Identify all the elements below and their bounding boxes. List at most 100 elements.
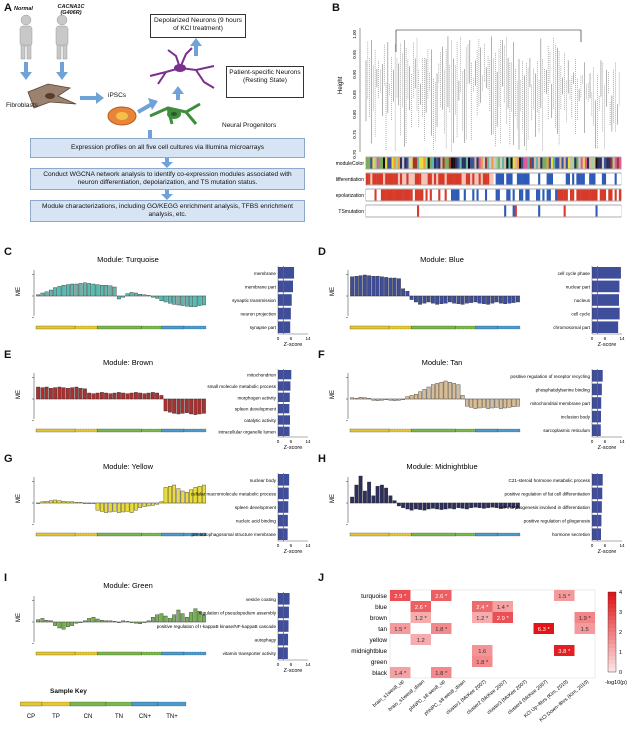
go-term-label: cell morphogenesis involved in different… (499, 505, 591, 510)
panel-label-j: J (318, 572, 325, 584)
colorbar-tick: 0 (619, 670, 622, 676)
heatmap-cell (431, 590, 452, 601)
sample-strip-segment (141, 428, 162, 433)
me-bar (180, 613, 185, 623)
me-bar (358, 275, 363, 297)
sample-strip-segment (35, 651, 76, 656)
me-bar (490, 295, 495, 304)
me-bar (193, 487, 198, 504)
heatmap-row-label: yellow (370, 637, 388, 644)
me-bar (367, 398, 372, 400)
me-ylabel: ME (16, 494, 22, 503)
me-bar (48, 500, 53, 504)
panel-b-dendrogram: Height 1.00 0.95 0.90 0.85 0.80 0.75 0.70 modu… (336, 28, 622, 218)
me-bar (371, 276, 376, 297)
heatmap-cell-label: 1.5 * (558, 594, 571, 600)
me-bar (201, 295, 206, 306)
me-bar (108, 285, 113, 297)
zscore-bar (278, 321, 291, 333)
me-bar (362, 274, 367, 297)
sample-strip-segment (141, 651, 162, 656)
sample-key-label: TN+ (166, 714, 178, 720)
me-bar (189, 612, 194, 623)
me-bar (418, 295, 423, 305)
heatmap-row-label: turquoise (361, 593, 387, 600)
me-bar (197, 486, 202, 504)
me-bar (180, 490, 185, 504)
me-bar (172, 295, 177, 305)
me-ylabel: ME (330, 287, 336, 296)
patient-neurons-box: Patient-specific Neurons (Resting State) (226, 66, 304, 98)
me-bar (388, 277, 393, 297)
me-bar (61, 621, 66, 630)
go-term-label: spleen development (235, 407, 277, 412)
me-bar (422, 389, 427, 400)
zscore-bar (592, 514, 602, 527)
sample-strip-segment (74, 428, 98, 433)
module-title: Module: Turquoise (97, 255, 159, 264)
sample-strip-segment (411, 428, 456, 433)
me-bar (57, 500, 62, 504)
heatmap-cell (492, 601, 513, 612)
sample-strip-segment (161, 325, 185, 330)
me-bar (65, 284, 70, 297)
me-bar (48, 388, 53, 400)
me-bar (40, 292, 45, 297)
me-bar (112, 286, 117, 297)
me-bar (180, 398, 185, 414)
go-term-label: nuclear body (250, 478, 277, 483)
go-term-label: hormone secretion (552, 532, 590, 537)
heatmap-cell-label: 1.5 (581, 627, 589, 633)
zscore-tick: 0 (591, 439, 594, 444)
me-bar (396, 278, 401, 297)
me-bar (498, 398, 503, 409)
me-bar (430, 384, 435, 400)
zscore-bar (592, 528, 601, 540)
me-bar (430, 295, 435, 304)
me-bar (129, 621, 134, 623)
me-bar (176, 295, 181, 306)
me-bar (426, 295, 431, 303)
sample-strip-segment (183, 325, 207, 330)
me-bar (473, 295, 478, 303)
module-title: Module: Tan (422, 358, 463, 367)
me-bar (95, 284, 100, 297)
me-bar (443, 380, 448, 400)
me-bar (91, 283, 96, 297)
me-bar (104, 502, 109, 513)
me-bar (40, 618, 45, 623)
me-bar (95, 502, 100, 511)
me-bar (413, 295, 418, 303)
go-term-label: membrane part (245, 284, 277, 289)
me-bar (82, 502, 87, 504)
me-bar (481, 295, 486, 304)
go-term-label: positive regulation of gliogenesis (524, 519, 591, 524)
flow-step-3: Module characterizations, including GO/K… (30, 200, 305, 222)
me-bar (197, 398, 202, 415)
go-term-label: morphogen activity (237, 395, 276, 400)
sample-key-swatch (157, 701, 187, 707)
me-bar (74, 621, 79, 624)
me-bar (112, 621, 117, 623)
heatmap-row-label: green (371, 659, 388, 666)
panel-label-i: I (4, 572, 8, 584)
panel-b-track-label: depolarization (336, 193, 364, 199)
go-term-label: synaptic transmission (232, 298, 276, 303)
me-bar (362, 397, 367, 400)
me-bar (70, 501, 75, 504)
me-bar (498, 295, 503, 304)
me-bar (422, 295, 427, 304)
me-bar (40, 387, 45, 400)
me-bar (350, 276, 355, 297)
go-term-label: spleen development (235, 505, 277, 510)
me-bar (388, 398, 393, 401)
panel-b-ytick: 0.85 (352, 90, 357, 99)
me-bar (460, 395, 465, 400)
me-bar (184, 295, 189, 307)
zscore-tick: 6 (290, 336, 293, 341)
me-bar (401, 502, 406, 508)
me-bar (159, 613, 164, 623)
heatmap-cell (472, 645, 493, 656)
me-bar (142, 502, 147, 507)
sample-key: CP TP CN TN CN+ TN+ (20, 701, 187, 720)
